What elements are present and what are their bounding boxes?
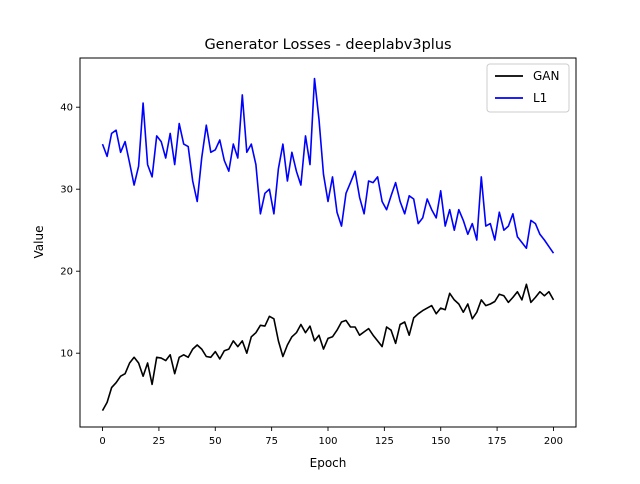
y-tick-label: 40 xyxy=(60,103,73,114)
series-line-gan xyxy=(101,283,555,411)
plot-area-frame xyxy=(79,57,577,428)
series-line-l1 xyxy=(101,77,555,254)
y-tick-label: 30 xyxy=(60,185,73,196)
series-layer xyxy=(101,77,555,411)
x-tick-label: 200 xyxy=(544,436,563,447)
y-tick-label: 20 xyxy=(60,267,73,278)
x-tick-label: 150 xyxy=(431,436,450,447)
x-tick-label: 25 xyxy=(153,436,166,447)
x-tick-label: 0 xyxy=(99,436,105,447)
legend-label-gan: GAN xyxy=(533,69,559,83)
y-tick-label: 10 xyxy=(60,349,73,360)
chart-title: Generator Losses - deeplabv3plus xyxy=(204,37,451,53)
legend-label-l1: L1 xyxy=(533,91,547,105)
legend: GAN L1 xyxy=(486,63,570,113)
x-tick-label: 125 xyxy=(375,436,394,447)
x-axis-label: Epoch xyxy=(310,456,347,470)
x-tick-label: 75 xyxy=(265,436,278,447)
x-tick-label: 175 xyxy=(488,436,507,447)
y-axis-label: Value xyxy=(32,226,46,259)
x-tick-label: 50 xyxy=(209,436,222,447)
x-tick-label: 100 xyxy=(318,436,337,447)
ticks-layer: 0 25 50 75 100 125 150 175 200 10 20 30 40 xyxy=(60,103,563,447)
